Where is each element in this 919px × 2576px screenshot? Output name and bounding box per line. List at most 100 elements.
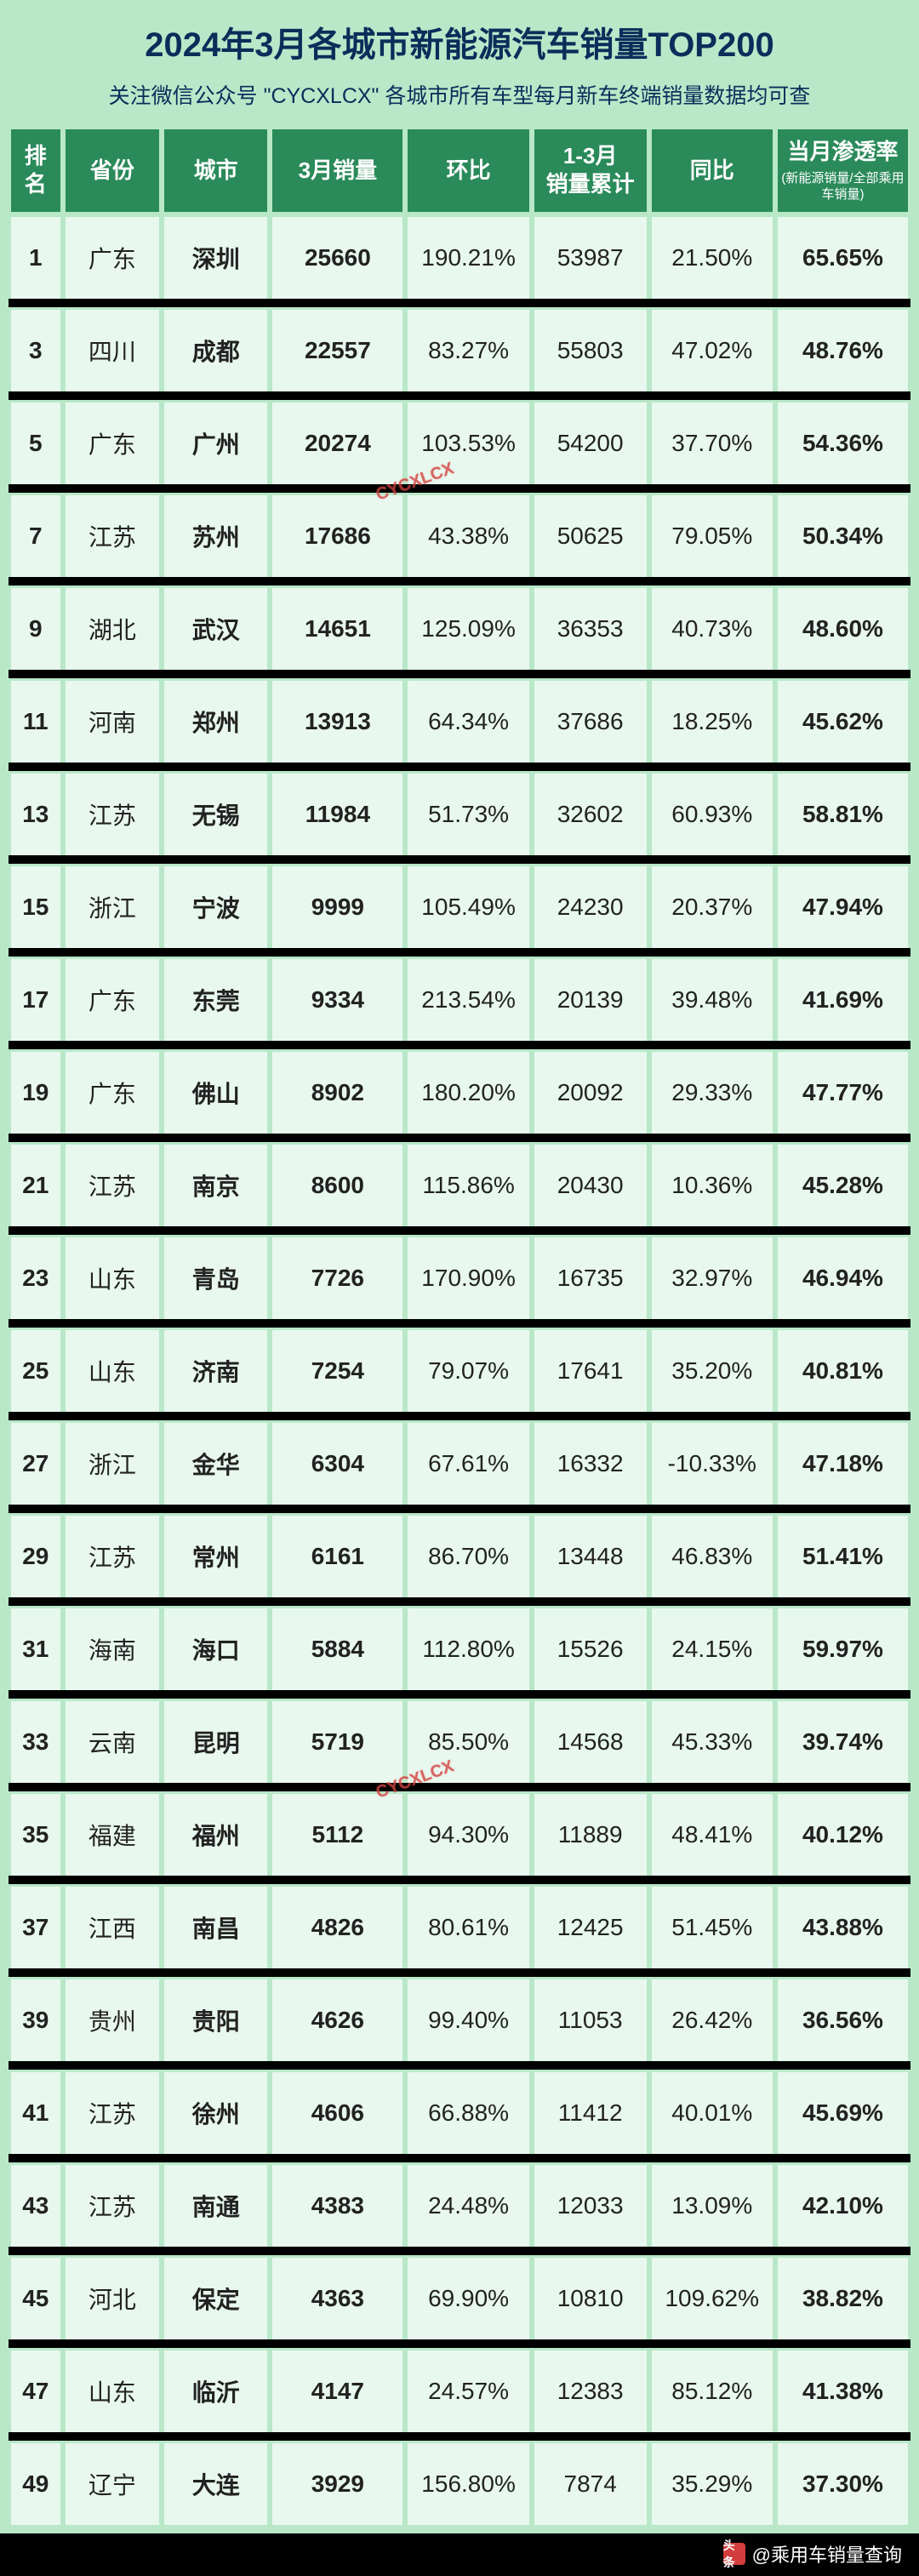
cell-city: 南昌 [162, 1884, 270, 1968]
table-header: 排名 省份 城市 3月销量 环比 1-3月销量累计 同比 当月渗透率 (新能源销… [9, 127, 910, 214]
cell-rank: 3 [9, 307, 63, 391]
cell-sales: 5112 [270, 1791, 405, 1876]
cell-cum: 12425 [532, 1884, 649, 1968]
cell-yoy: 46.83% [649, 1513, 775, 1597]
cell-sales: 4626 [270, 1977, 405, 2061]
cell-city: 无锡 [162, 771, 270, 855]
cell-province: 河南 [63, 678, 163, 763]
cell-province: 河北 [63, 2255, 163, 2339]
cell-province: 海南 [63, 1606, 163, 1690]
cell-cum: 13448 [532, 1513, 649, 1597]
cell-rank: 23 [9, 1235, 63, 1319]
cell-city: 宁波 [162, 864, 270, 948]
table-row: 41江苏徐州460666.88%1141240.01%45.69% [9, 2070, 910, 2154]
cell-pen: 43.88% [775, 1884, 910, 1968]
cell-mom: 190.21% [405, 214, 531, 299]
cell-province: 江苏 [63, 1513, 163, 1597]
cell-rank: 17 [9, 957, 63, 1041]
cell-mom: 112.80% [405, 1606, 531, 1690]
cell-rank: 19 [9, 1049, 63, 1134]
page-title: 2024年3月各城市新能源汽车销量TOP200 [9, 17, 910, 66]
cell-mom: 24.48% [405, 2162, 531, 2247]
table-row: 45河北保定436369.90%10810109.62%38.82% [9, 2255, 910, 2339]
cell-rank: 13 [9, 771, 63, 855]
cell-yoy: 26.42% [649, 1977, 775, 2061]
table-row: 33云南昆明571985.50%1456845.33%39.74% [9, 1699, 910, 1783]
cell-pen: 51.41% [775, 1513, 910, 1597]
table-row: 37江西南昌482680.61%1242551.45%43.88% [9, 1884, 910, 1968]
row-gap [9, 2432, 910, 2441]
sales-table: 排名 省份 城市 3月销量 环比 1-3月销量累计 同比 当月渗透率 (新能源销… [9, 127, 910, 2525]
cell-mom: 69.90% [405, 2255, 531, 2339]
cell-mom: 170.90% [405, 1235, 531, 1319]
cell-rank: 43 [9, 2162, 63, 2247]
cell-cum: 54200 [532, 400, 649, 484]
toutiao-logo-icon: 头条 [723, 2543, 745, 2565]
cell-city: 成都 [162, 307, 270, 391]
cell-yoy: 24.15% [649, 1606, 775, 1690]
cell-cum: 12033 [532, 2162, 649, 2247]
cell-province: 福建 [63, 1791, 163, 1876]
subtitle-suffix: 各城市所有车型每月新车终端销量数据均可查 [385, 84, 810, 108]
cell-city: 昆明 [162, 1699, 270, 1783]
cell-province: 山东 [63, 1328, 163, 1412]
cell-pen: 47.77% [775, 1049, 910, 1134]
cell-city: 佛山 [162, 1049, 270, 1134]
pen-header-main: 当月渗透率 [787, 139, 898, 164]
cell-rank: 15 [9, 864, 63, 948]
table-row: 15浙江宁波9999105.49%2423020.37%47.94% [9, 864, 910, 948]
cell-city: 深圳 [162, 214, 270, 299]
cell-rank: 29 [9, 1513, 63, 1597]
cell-yoy: 48.41% [649, 1791, 775, 1876]
cell-city: 东莞 [162, 957, 270, 1041]
cell-sales: 8600 [270, 1142, 405, 1226]
cell-province: 山东 [63, 2348, 163, 2432]
cell-cum: 37686 [532, 678, 649, 763]
cell-sales: 25660 [270, 214, 405, 299]
cell-mom: 66.88% [405, 2070, 531, 2154]
table-row: 35福建福州511294.30%1188948.41%40.12% [9, 1791, 910, 1876]
cell-city: 苏州 [162, 493, 270, 577]
cell-sales: 4147 [270, 2348, 405, 2432]
cell-rank: 31 [9, 1606, 63, 1690]
row-gap [9, 1597, 910, 1606]
cell-cum: 53987 [532, 214, 649, 299]
table-row: 31海南海口5884112.80%1552624.15%59.97% [9, 1606, 910, 1690]
col-rank-header: 排名 [9, 127, 63, 214]
cell-yoy: 47.02% [649, 307, 775, 391]
cell-cum: 11053 [532, 1977, 649, 2061]
row-gap [9, 577, 910, 585]
cell-pen: 45.69% [775, 2070, 910, 2154]
cell-rank: 45 [9, 2255, 63, 2339]
cell-cum: 10810 [532, 2255, 649, 2339]
cell-cum: 17641 [532, 1328, 649, 1412]
table-row: 1广东深圳25660190.21%5398721.50%65.65% [9, 214, 910, 299]
cell-mom: 105.49% [405, 864, 531, 948]
cell-pen: 46.94% [775, 1235, 910, 1319]
cell-yoy: 79.05% [649, 493, 775, 577]
table-row: 9湖北武汉14651125.09%3635340.73%48.60% [9, 585, 910, 670]
cell-sales: 4383 [270, 2162, 405, 2247]
cell-yoy: 35.20% [649, 1328, 775, 1412]
cell-yoy: 39.48% [649, 957, 775, 1041]
row-gap [9, 855, 910, 864]
cell-sales: 13913 [270, 678, 405, 763]
row-gap [9, 1041, 910, 1049]
cell-city: 保定 [162, 2255, 270, 2339]
cell-rank: 11 [9, 678, 63, 763]
table-row: 47山东临沂414724.57%1238385.12%41.38% [9, 2348, 910, 2432]
table-row: 5广东广州20274103.53%5420037.70%54.36% [9, 400, 910, 484]
table-row: 23山东青岛7726170.90%1673532.97%46.94% [9, 1235, 910, 1319]
cell-province: 江苏 [63, 2162, 163, 2247]
cell-province: 浙江 [63, 1420, 163, 1505]
cell-sales: 11984 [270, 771, 405, 855]
cell-yoy: 18.25% [649, 678, 775, 763]
row-gap [9, 1876, 910, 1884]
cell-city: 贵阳 [162, 1977, 270, 2061]
cell-province: 广东 [63, 1049, 163, 1134]
cell-sales: 20274 [270, 400, 405, 484]
col-pen-header: 当月渗透率 (新能源销量/全部乘用车销量) [775, 127, 910, 214]
cell-yoy: -10.33% [649, 1420, 775, 1505]
cell-yoy: 40.73% [649, 585, 775, 670]
cell-pen: 48.60% [775, 585, 910, 670]
